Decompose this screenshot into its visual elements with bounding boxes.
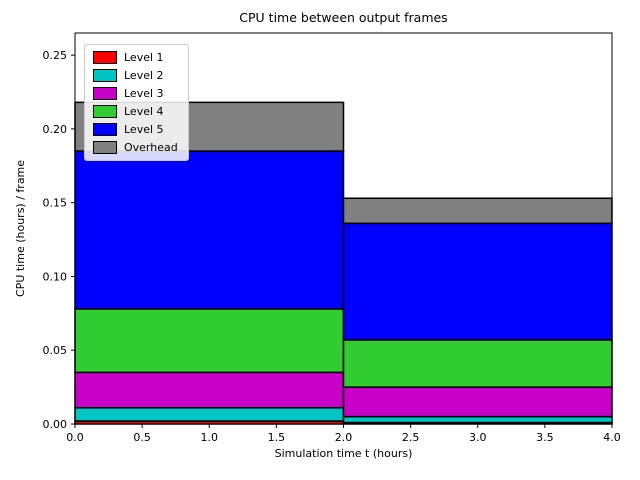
legend-swatch-level-5: [93, 123, 117, 136]
x-tick-label: 0.0: [66, 431, 84, 444]
chart-title: CPU time between output frames: [239, 10, 448, 25]
x-axis-label: Simulation time t (hours): [274, 447, 413, 460]
y-tick-label: 0.25: [43, 49, 68, 62]
legend-swatch-level-1: [93, 51, 117, 64]
bar-segment-level-4: [342, 339, 613, 388]
legend-label: Level 3: [124, 87, 164, 100]
legend-item: Level 2: [93, 69, 178, 82]
y-tick-label: 0.05: [43, 344, 68, 357]
y-tick-label: 0.00: [43, 418, 68, 431]
legend-swatch-level-3: [93, 87, 117, 100]
legend-label: Level 5: [124, 123, 164, 136]
legend-item: Level 5: [93, 123, 178, 136]
x-tick-label: 1.5: [268, 431, 286, 444]
x-tick-label: 2.5: [402, 431, 420, 444]
legend-item: Level 1: [93, 51, 178, 64]
x-tick-label: 1.0: [201, 431, 219, 444]
legend-item: Level 3: [93, 87, 178, 100]
bar-segment-level-3: [74, 371, 345, 409]
bar-segment-level-3: [342, 386, 613, 418]
x-tick-label: 2.0: [335, 431, 353, 444]
legend-label: Level 4: [124, 105, 164, 118]
y-axis-label: CPU time (hours) / frame: [14, 159, 27, 297]
y-tick-label: 0.10: [43, 270, 68, 283]
legend-swatch-level-2: [93, 69, 117, 82]
legend: Level 1 Level 2 Level 3 Level 4 Level 5 Overh…: [84, 44, 189, 161]
bar-segment-overhead: [342, 197, 613, 225]
legend-item: Level 4: [93, 105, 178, 118]
bar-segment-level-5: [74, 150, 345, 310]
x-tick-label: 3.5: [536, 431, 554, 444]
bar-segment-level-5: [342, 222, 613, 341]
y-tick-label: 0.20: [43, 123, 68, 136]
x-tick-label: 3.0: [469, 431, 487, 444]
y-tick-label: 0.15: [43, 197, 68, 210]
legend-item: Overhead: [93, 141, 178, 154]
legend-swatch-level-4: [93, 105, 117, 118]
x-tick-label: 0.5: [133, 431, 151, 444]
legend-swatch-overhead: [93, 141, 117, 154]
bar-segment-level-2: [342, 415, 613, 424]
bar-segment-level-2: [74, 407, 345, 422]
bar-segment-level-4: [74, 308, 345, 374]
x-tick-label: 4.0: [603, 431, 621, 444]
legend-label: Level 1: [124, 51, 164, 64]
legend-label: Overhead: [124, 141, 178, 154]
legend-label: Level 2: [124, 69, 164, 82]
